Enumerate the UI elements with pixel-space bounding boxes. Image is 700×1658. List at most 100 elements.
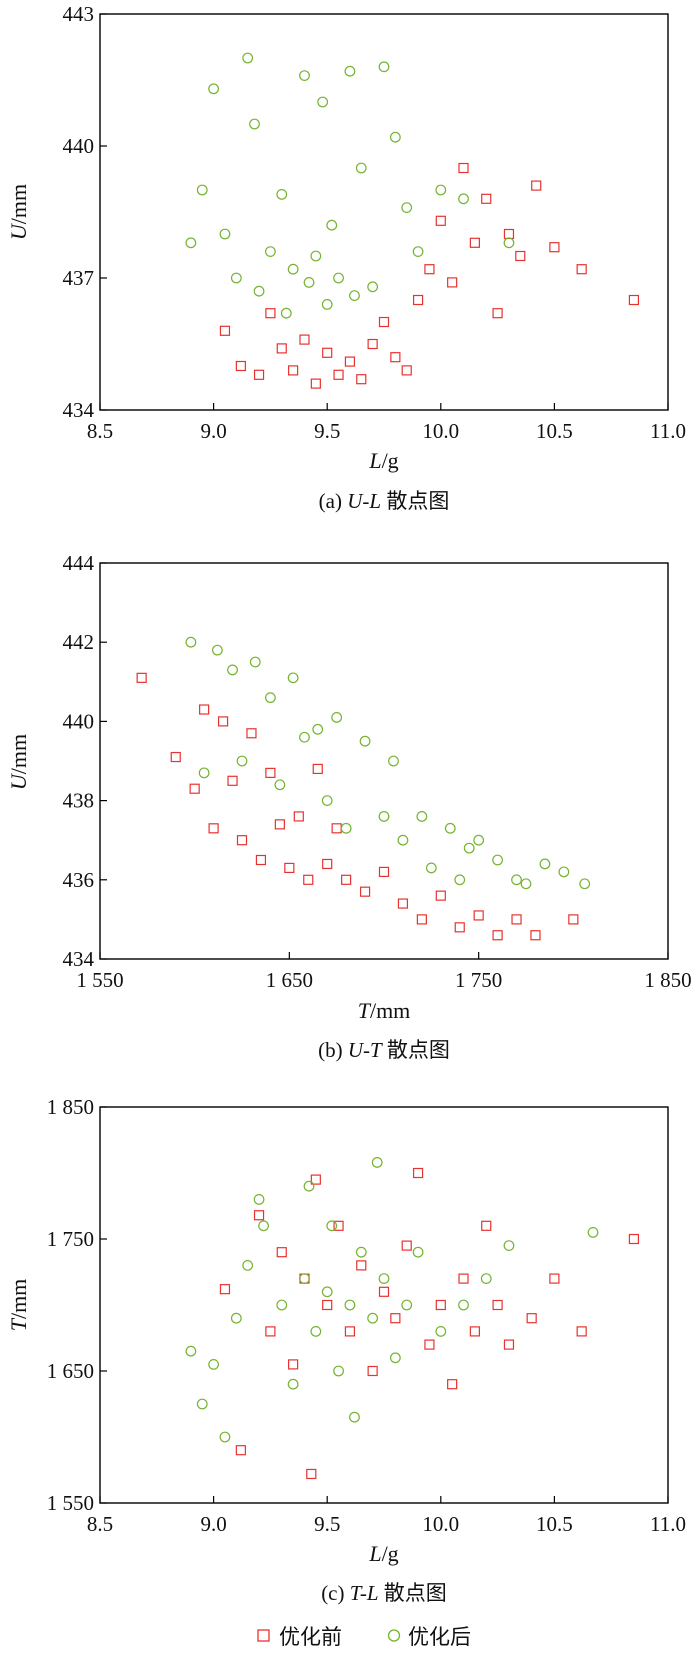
caption-c: (c) T-L 散点图 <box>321 1581 447 1605</box>
x-tick-label-c: 9.5 <box>314 1512 340 1536</box>
point-after-optimization <box>242 1259 254 1271</box>
x-tick-label-b: 1 750 <box>455 968 502 992</box>
point-before-optimization <box>227 775 238 786</box>
x-tick-label-c: 11.0 <box>650 1512 686 1536</box>
point-after-optimization <box>287 672 299 684</box>
point-before-optimization <box>628 294 640 306</box>
point-after-optimization <box>321 299 333 310</box>
point-before-optimization <box>503 1339 515 1350</box>
point-after-optimization <box>219 1431 231 1443</box>
point-before-optimization <box>265 308 276 319</box>
x-tick-label-a: 10.0 <box>422 419 459 443</box>
point-after-optimization <box>444 822 456 834</box>
point-before-optimization <box>322 1299 333 1311</box>
point-before-optimization <box>390 1313 401 1324</box>
point-after-optimization <box>371 1157 383 1168</box>
point-after-optimization <box>579 878 591 890</box>
point-after-optimization <box>435 1325 447 1337</box>
point-after-optimization <box>219 228 231 240</box>
point-before-optimization <box>367 338 378 350</box>
point-before-optimization <box>628 1233 640 1245</box>
point-after-optimization <box>539 858 551 870</box>
ticks-c: 8.5 9.0 9.5 10.0 10.5 11.0 1 550 1 650 1 750 1 85… <box>47 1095 686 1536</box>
point-after-optimization <box>344 65 356 77</box>
point-after-optimization <box>310 1325 322 1337</box>
points-before-a <box>219 162 640 389</box>
legend-marker-before <box>257 1629 270 1642</box>
legend: 优化前 优化后 <box>257 1625 471 1649</box>
point-after-optimization <box>435 184 447 196</box>
point-before-optimization <box>473 910 484 921</box>
y-tick-label-b: 440 <box>63 709 95 733</box>
point-before-optimization <box>412 1167 424 1179</box>
point-before-optimization <box>367 1365 378 1377</box>
point-after-optimization <box>388 755 399 767</box>
point-before-optimization <box>136 672 147 683</box>
point-after-optimization <box>473 834 485 846</box>
point-before-optimization <box>265 767 276 778</box>
point-before-optimization <box>356 1260 367 1271</box>
point-before-optimization <box>515 250 526 262</box>
point-after-optimization <box>412 1246 424 1258</box>
point-before-optimization <box>378 1286 390 1297</box>
point-after-optimization <box>367 1312 379 1324</box>
point-after-optimization <box>265 692 276 704</box>
point-after-optimization <box>378 61 390 73</box>
point-before-optimization <box>219 1284 231 1295</box>
point-after-optimization <box>397 834 409 846</box>
point-before-optimization <box>412 294 424 306</box>
point-before-optimization <box>246 728 257 739</box>
point-after-optimization <box>253 1193 265 1205</box>
point-after-optimization <box>299 731 310 743</box>
point-after-optimization <box>349 1411 360 1423</box>
y-tick-label-b: 434 <box>63 947 95 971</box>
y-tick-label-c: 1 550 <box>47 1491 94 1515</box>
points-before-b <box>136 672 579 941</box>
point-before-optimization <box>424 264 435 275</box>
point-after-optimization <box>276 1299 288 1311</box>
point-before-optimization <box>447 277 458 288</box>
point-after-optimization <box>280 307 292 319</box>
point-after-optimization <box>236 755 248 767</box>
x-axis-label-c: L/g <box>368 1541 398 1566</box>
point-before-optimization <box>208 823 219 834</box>
point-after-optimization <box>317 96 329 108</box>
y-tick-label-b: 438 <box>63 789 95 813</box>
y-axis-label-c: T/mm <box>6 1279 31 1332</box>
point-before-optimization <box>390 352 401 363</box>
point-after-optimization <box>211 644 223 656</box>
point-before-optimization <box>306 1468 317 1480</box>
point-before-optimization <box>549 1273 560 1284</box>
x-tick-label-c: 10.0 <box>422 1512 459 1536</box>
point-before-optimization <box>303 874 314 885</box>
point-after-optimization <box>287 1378 299 1390</box>
point-before-optimization <box>359 886 371 897</box>
point-before-optimization <box>576 1326 587 1337</box>
point-after-optimization <box>425 862 437 874</box>
point-after-optimization <box>196 1398 208 1410</box>
caption-a: (a) U-L 散点图 <box>319 489 450 513</box>
x-tick-label-a: 8.5 <box>87 419 113 443</box>
point-after-optimization <box>196 184 208 196</box>
point-after-optimization <box>303 277 315 288</box>
point-before-optimization <box>253 1210 265 1221</box>
point-before-optimization <box>344 1326 356 1337</box>
point-before-optimization <box>454 922 465 933</box>
x-tick-label-c: 10.5 <box>536 1512 573 1536</box>
point-before-optimization <box>481 1220 492 1231</box>
point-before-optimization <box>435 215 446 226</box>
point-before-optimization <box>397 898 409 909</box>
point-after-optimization <box>249 118 260 130</box>
point-after-optimization <box>321 795 333 806</box>
point-after-optimization <box>412 246 424 258</box>
point-after-optimization <box>303 1180 315 1192</box>
y-tick-label-c: 1 850 <box>47 1095 94 1119</box>
point-before-optimization <box>310 378 321 389</box>
y-tick-label-a: 434 <box>63 398 95 422</box>
points-before-c <box>219 1167 640 1480</box>
point-after-optimization <box>333 1365 344 1377</box>
point-before-optimization <box>312 763 323 775</box>
point-before-optimization <box>170 751 181 763</box>
point-before-optimization <box>531 180 542 191</box>
point-after-optimization <box>276 188 288 200</box>
